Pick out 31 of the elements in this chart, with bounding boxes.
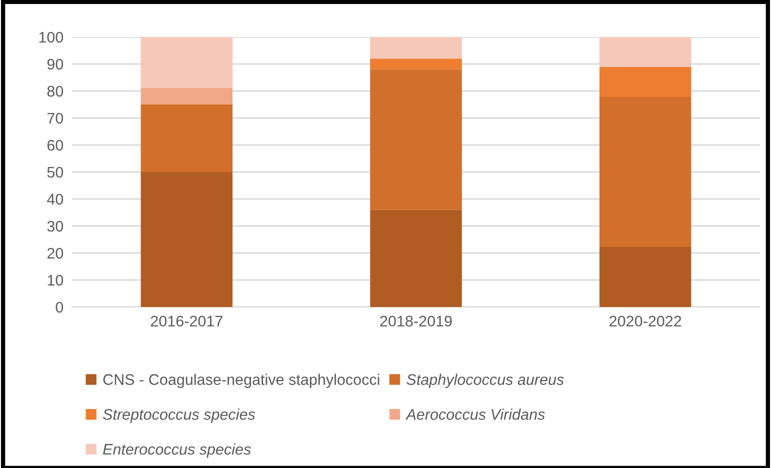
y-tick-label: 20	[47, 248, 64, 259]
bar	[599, 247, 692, 307]
y-tick-label: 70	[47, 112, 64, 124]
y-tick-label: 40	[47, 194, 64, 205]
bar	[140, 37, 233, 88]
x-tick-label: 2018-2019	[380, 316, 452, 327]
bar	[140, 88, 233, 104]
bar	[370, 37, 462, 59]
x-tick-label: 2020-2022	[610, 316, 682, 327]
y-tick-label: 90	[47, 58, 64, 70]
y-tick-label: 50	[47, 166, 64, 178]
bar	[140, 172, 233, 307]
y-tick-label: 80	[47, 86, 64, 97]
y-tick-label: 100	[39, 32, 64, 43]
bar	[599, 37, 692, 67]
y-tick-label: 60	[47, 140, 64, 151]
y-tick-label: 30	[47, 220, 64, 232]
bar	[599, 96, 692, 248]
x-tick-label: 2016-2017	[150, 316, 222, 327]
bar	[370, 210, 462, 307]
bar	[599, 66, 692, 97]
legend-label: Aerococcus Viridans	[405, 408, 545, 420]
y-tick-label: 10	[48, 274, 64, 286]
legend-label: Streptococcus species	[102, 408, 256, 423]
legend-label: Staphylococcus aureus	[406, 374, 564, 388]
bar	[140, 104, 233, 172]
legend-label: CNS - Coagulase-negative staphylococci	[103, 374, 380, 388]
legend-label: Enterococcus species	[103, 443, 251, 458]
bar	[370, 58, 462, 70]
bar	[370, 69, 462, 210]
y-tick-label: 0	[56, 302, 64, 313]
